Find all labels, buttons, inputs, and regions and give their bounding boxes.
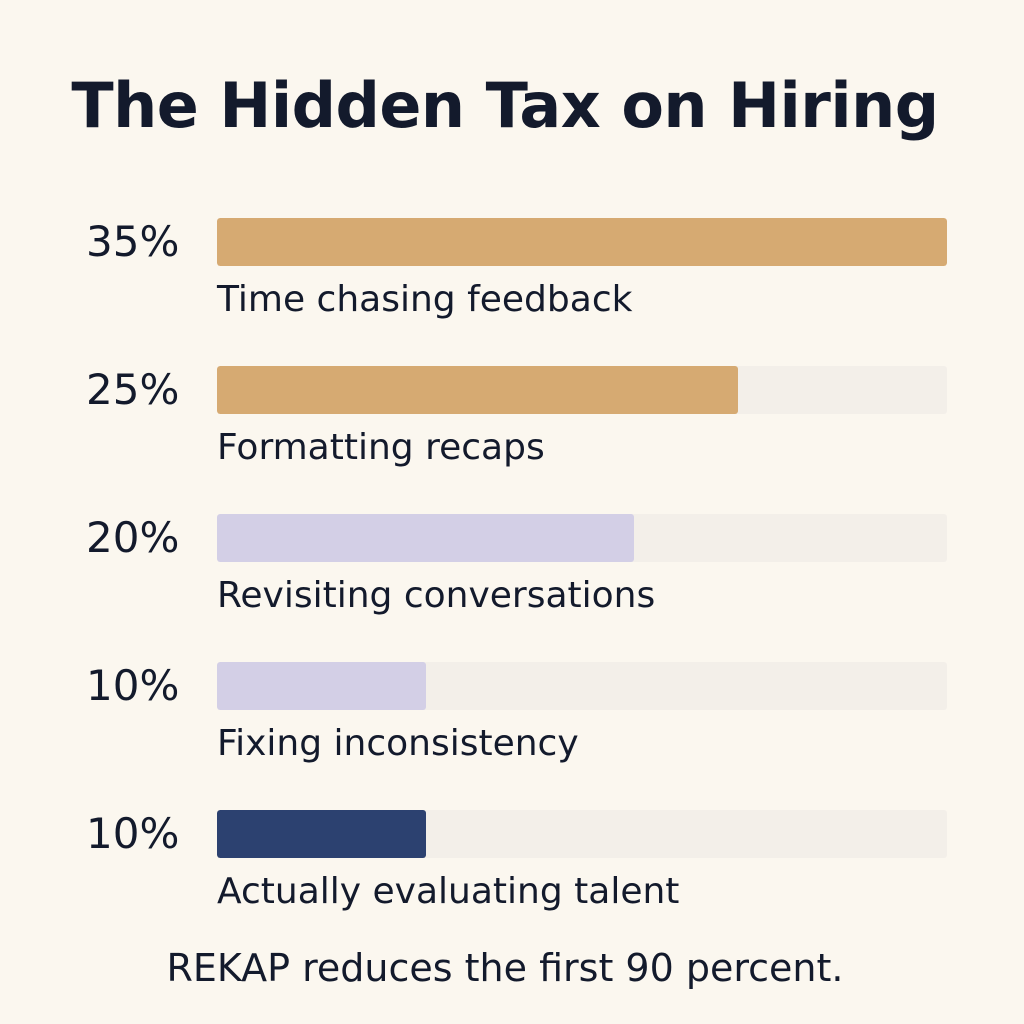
bar-value-label: 35%	[86, 217, 180, 266]
bar	[217, 810, 426, 858]
bar-track	[217, 662, 947, 710]
bar-row: 10% Actually evaluating talent	[0, 809, 1024, 929]
bar-value-label: 20%	[86, 513, 180, 562]
bar-track	[217, 366, 947, 414]
bar-value-label: 10%	[86, 809, 180, 858]
bar-track	[217, 218, 947, 266]
footer-note: REKAP reduces the first 90 percent.	[166, 946, 844, 990]
bar-value-label: 10%	[86, 661, 180, 710]
bar-value-label: 25%	[86, 365, 180, 414]
bar	[217, 662, 426, 710]
bar-category-label: Revisiting conversations	[217, 575, 656, 616]
bar-category-label: Actually evaluating talent	[217, 871, 680, 912]
bar	[217, 218, 947, 266]
bar	[217, 366, 738, 414]
bar-track	[217, 514, 947, 562]
bar-row: 10% Fixing inconsistency	[0, 661, 1024, 781]
bar-row: 25% Formatting recaps	[0, 365, 1024, 485]
bar	[217, 514, 634, 562]
bar-row: 20% Revisiting conversations	[0, 513, 1024, 633]
bar-track	[217, 810, 947, 858]
bar-row: 35% Time chasing feedback	[0, 217, 1024, 337]
chart-title: The Hidden Tax on Hiring	[71, 69, 939, 142]
bar-category-label: Time chasing feedback	[217, 279, 633, 320]
bar-category-label: Fixing inconsistency	[217, 723, 579, 764]
bar-category-label: Formatting recaps	[217, 427, 545, 468]
